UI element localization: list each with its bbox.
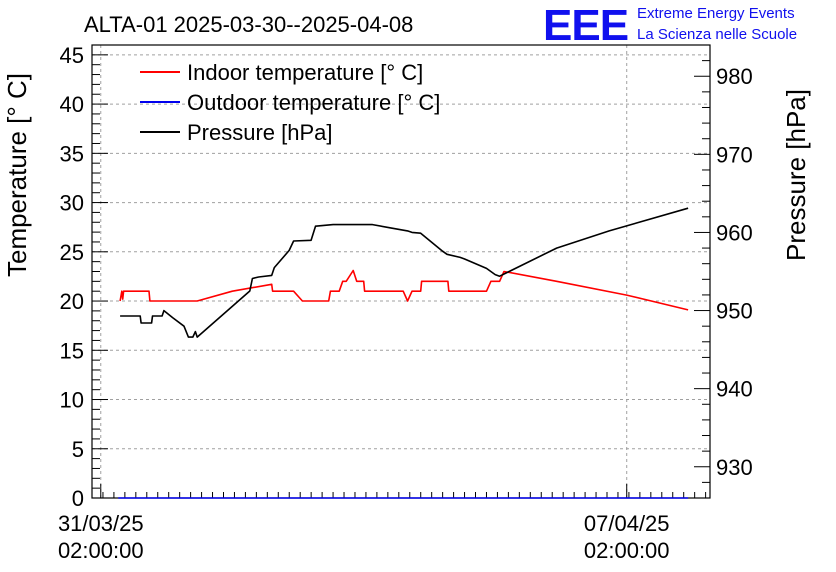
right-tick-label: 970 [716, 142, 753, 167]
right-tick-label: 960 [716, 220, 753, 245]
left-axis-title: Temperature [° C] [2, 73, 32, 277]
left-tick-label: 5 [72, 437, 84, 462]
bottom-tick-label-date: 07/04/25 [584, 511, 670, 536]
legend: Indoor temperature [° C] Outdoor tempera… [140, 60, 440, 145]
left-tick-label: 45 [60, 43, 84, 68]
bottom-tick-label-time: 02:00:00 [584, 538, 670, 563]
right-axis-title: Pressure [hPa] [781, 89, 811, 261]
series-line-2 [120, 207, 689, 338]
left-tick-label: 35 [60, 141, 84, 166]
legend-label-outdoor: Outdoor temperature [° C] [187, 90, 440, 115]
chart-title: ALTA-01 2025-03-30--2025-04-08 [84, 12, 413, 37]
series-lines [118, 207, 689, 499]
legend-label-indoor: Indoor temperature [° C] [187, 60, 423, 85]
axes: 0 5 10 15 20 25 30 35 40 45 930 940 950 960 970 980 31/0… [58, 43, 753, 563]
left-tick-label: 20 [60, 289, 84, 314]
left-tick-label: 15 [60, 338, 84, 363]
org-line-2: La Scienza nelle Scuole [637, 26, 797, 43]
right-tick-label: 950 [716, 299, 753, 324]
eee-logo: EEE [543, 1, 628, 50]
series-line-0 [119, 269, 689, 311]
left-tick-label: 30 [60, 191, 84, 216]
right-tick-label: 980 [716, 64, 753, 89]
left-tick-label: 0 [72, 486, 84, 511]
right-tick-label: 940 [716, 377, 753, 402]
bottom-tick-label-date: 31/03/25 [58, 511, 144, 536]
left-tick-label: 25 [60, 240, 84, 265]
left-tick-label: 10 [60, 388, 84, 413]
bottom-tick-label-time: 02:00:00 [58, 538, 144, 563]
right-tick-label: 930 [716, 455, 753, 480]
org-line-1: Extreme Energy Events [637, 5, 795, 22]
legend-label-pressure: Pressure [hPa] [187, 120, 333, 145]
left-tick-label: 40 [60, 92, 84, 117]
